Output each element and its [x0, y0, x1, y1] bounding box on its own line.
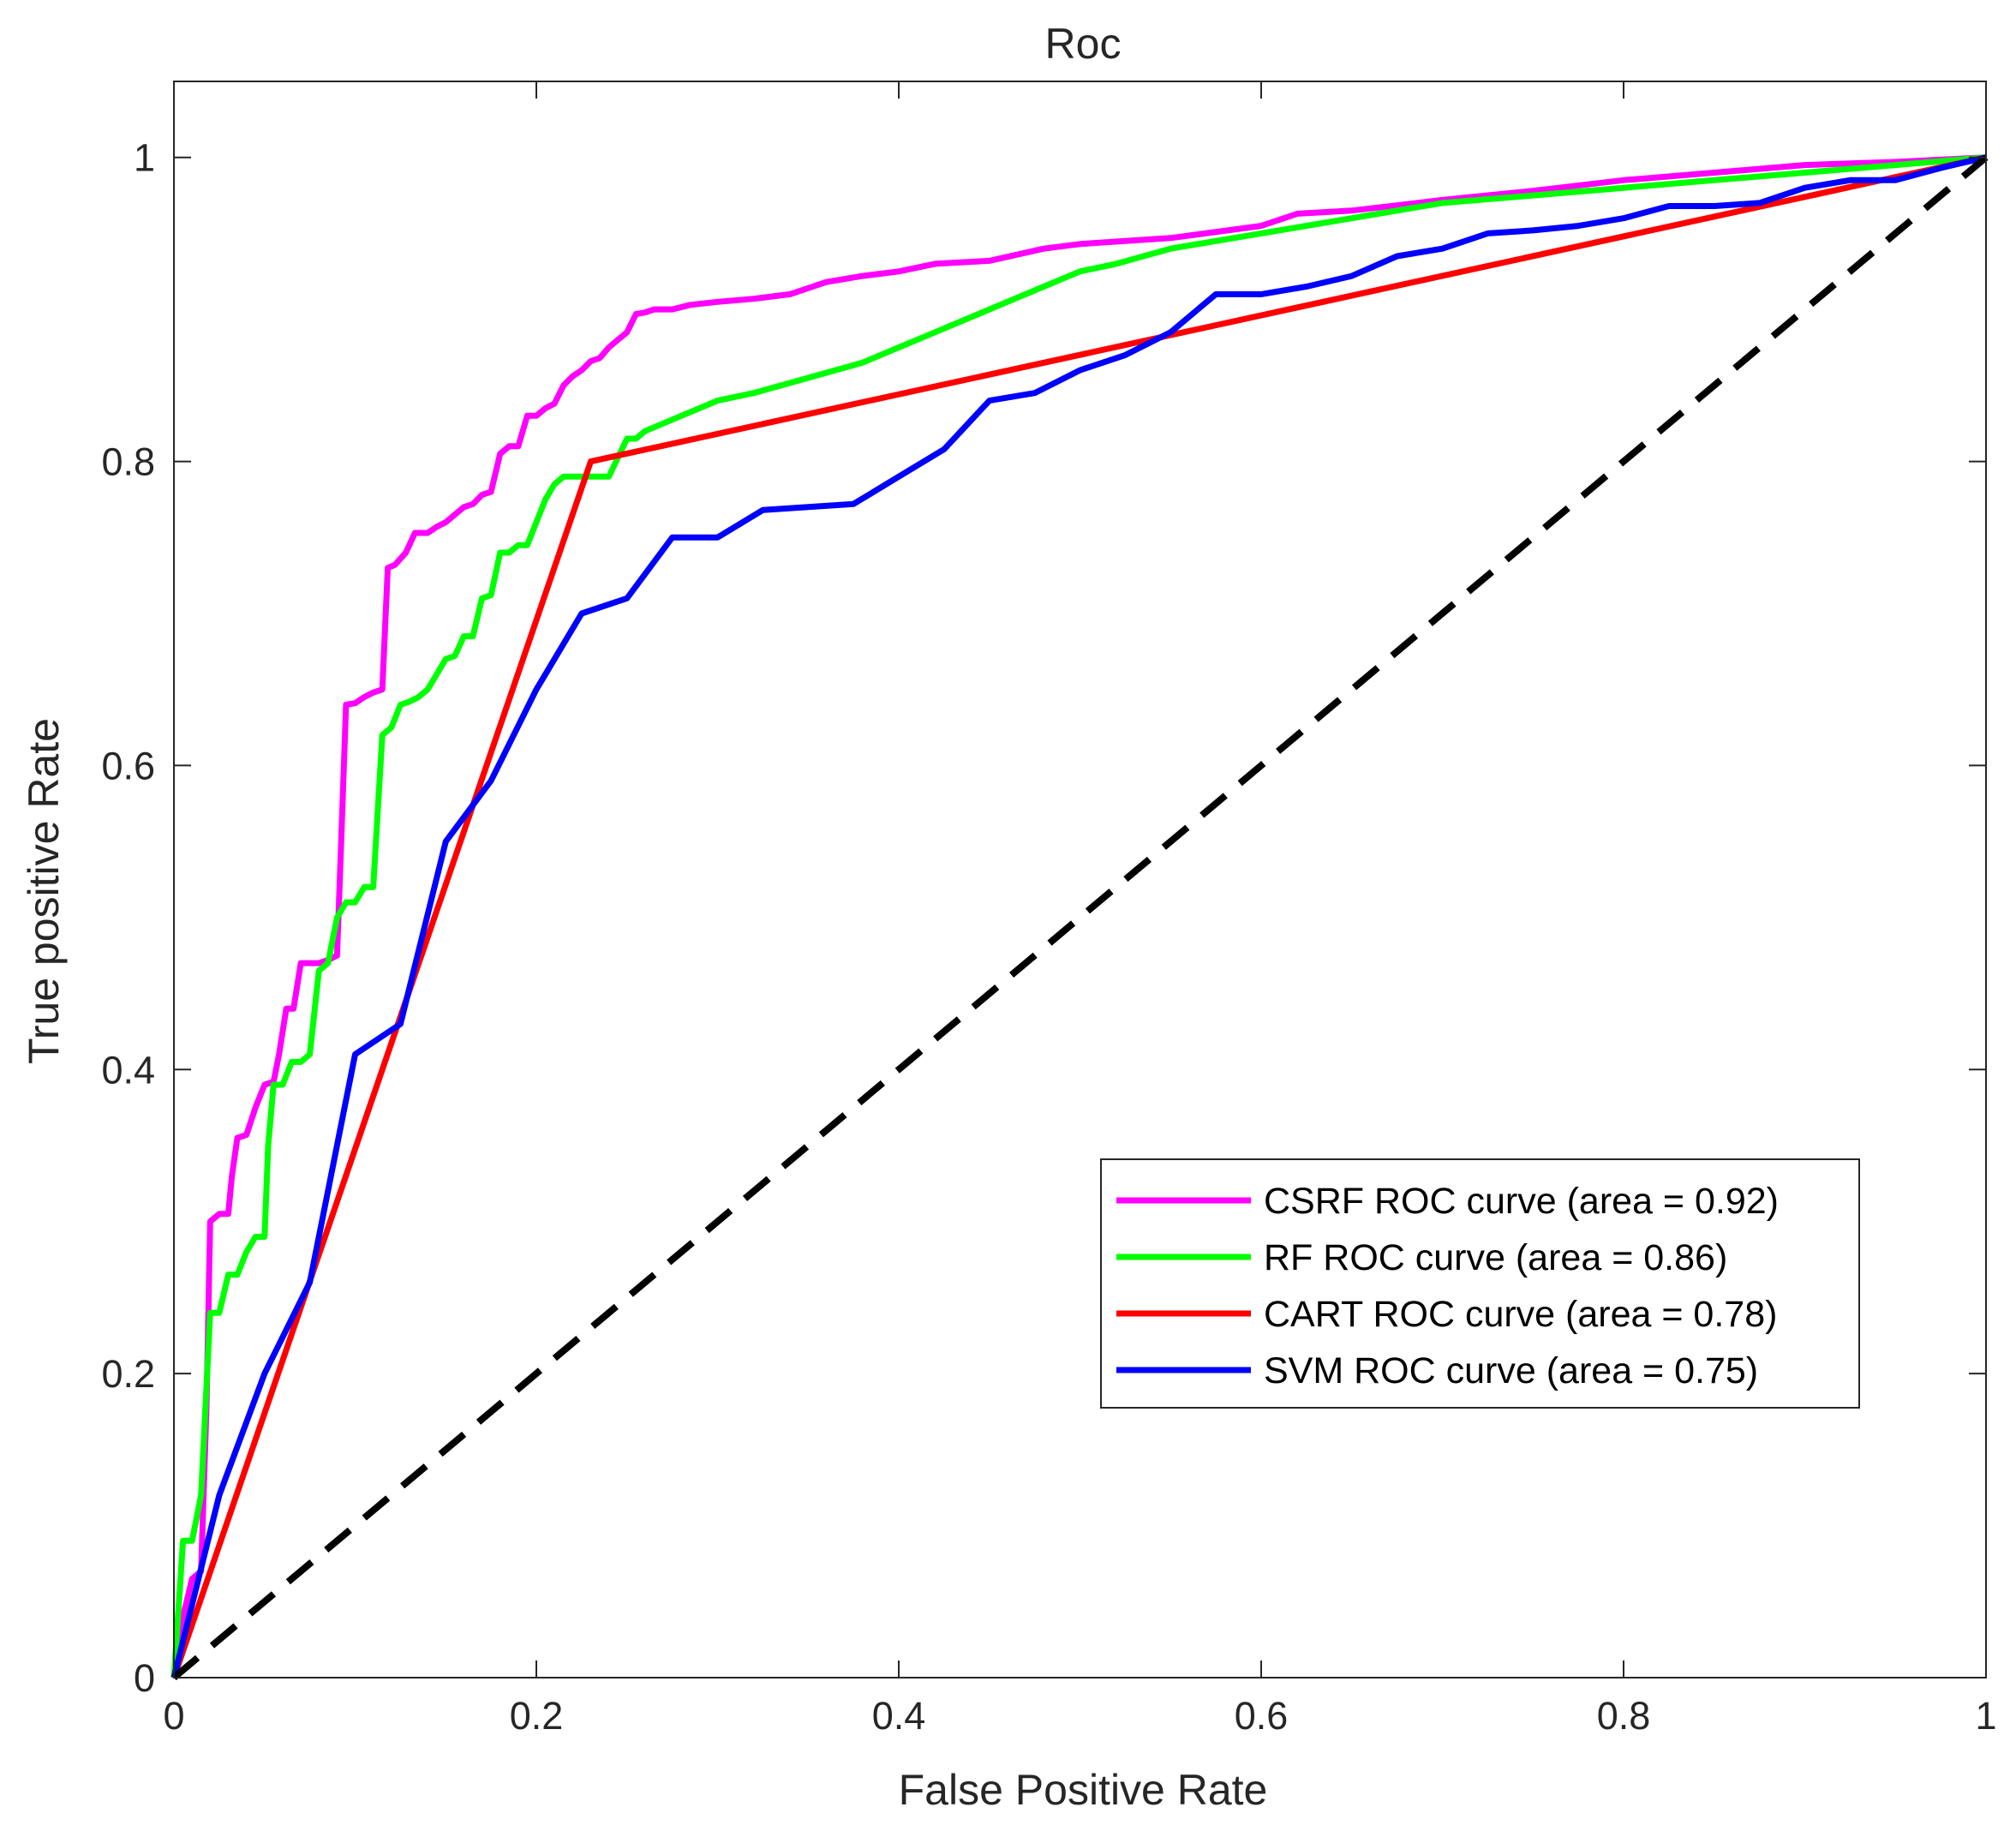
- legend: CSRF ROC curve (area = 0.92) RF ROC curve…: [1100, 1158, 1860, 1409]
- y-axis-label: True positive Rate: [20, 718, 68, 1064]
- x-tick-label: 0.2: [510, 1694, 564, 1738]
- y-tick-label: 0.4: [101, 1048, 155, 1092]
- series-line-4: [170, 154, 1987, 1678]
- plot-frame: [173, 81, 1987, 1678]
- x-tick-label: 0.4: [872, 1694, 926, 1738]
- series-layer: [170, 154, 1989, 1681]
- legend-label: RF ROC curve (area = 0.86): [1264, 1237, 1727, 1278]
- y-tick-label: 0.6: [101, 744, 155, 787]
- y-tick-label: 0.8: [101, 440, 155, 484]
- axes-layer: 0 0.2 0.4 0.6 0.8 1 0 0.2 0.4 0.6 0.8 1: [101, 81, 1997, 1738]
- series-line-2: [170, 154, 1987, 1678]
- legend-label: CSRF ROC curve (area = 0.92): [1264, 1181, 1779, 1222]
- y-tick-label: 1: [134, 136, 155, 180]
- x-tick-label: 1: [1975, 1694, 1996, 1738]
- y-tick-label: 0: [134, 1656, 155, 1700]
- x-axis-label: False Positive Rate: [899, 1766, 1268, 1814]
- chart-title: Roc: [1045, 20, 1122, 68]
- x-tick-label: 0.6: [1235, 1694, 1289, 1738]
- y-tick-label: 0.2: [101, 1352, 155, 1396]
- x-tick-label: 0: [163, 1694, 184, 1738]
- series-line-1: [170, 154, 1987, 1678]
- legend-label: CART ROC curve (area = 0.78): [1264, 1294, 1777, 1335]
- x-tick-label: 0.8: [1597, 1694, 1651, 1738]
- legend-label: SVM ROC curve (area = 0.75): [1264, 1350, 1758, 1391]
